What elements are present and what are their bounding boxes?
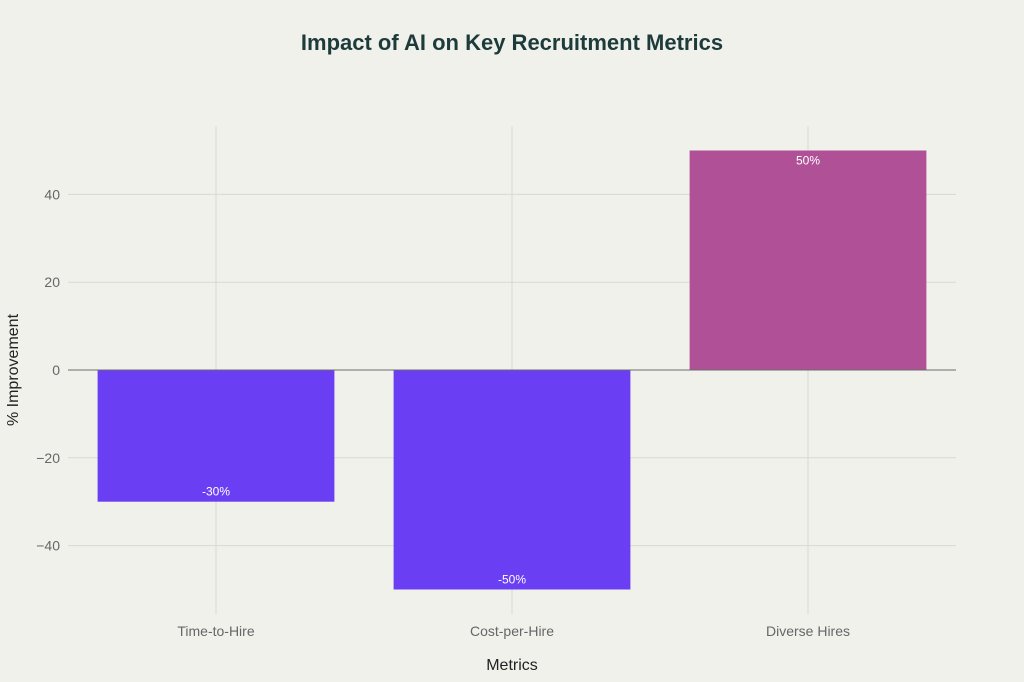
x-tick-label: Diverse Hires (766, 623, 850, 639)
y-axis-ticks: −40 −20 0 20 40 (36, 186, 60, 553)
bar (97, 370, 335, 502)
bar-layer (97, 150, 927, 590)
x-axis-ticks: Time-to-Hire Cost-per-Hire Diverse Hires (177, 623, 850, 639)
label-layer: -30% -50% 50% (68, 154, 956, 587)
bar-data-label: 50% (796, 154, 820, 168)
y-tick-label: −20 (36, 450, 60, 466)
y-tick-label: 20 (44, 274, 60, 290)
chart-title: Impact of AI on Key Recruitment Metrics (301, 30, 723, 55)
y-tick-label: 40 (44, 186, 60, 202)
y-axis-title: % Improvement (5, 313, 22, 426)
bar (393, 370, 631, 590)
bar (689, 150, 927, 370)
bar-data-label: -50% (498, 573, 526, 587)
x-axis-title: Metrics (486, 657, 538, 674)
y-tick-label: 0 (52, 362, 60, 378)
y-tick-label: −40 (36, 538, 60, 554)
x-tick-label: Time-to-Hire (177, 623, 254, 639)
x-tick-label: Cost-per-Hire (470, 623, 554, 639)
bar-data-label: -30% (202, 485, 230, 499)
